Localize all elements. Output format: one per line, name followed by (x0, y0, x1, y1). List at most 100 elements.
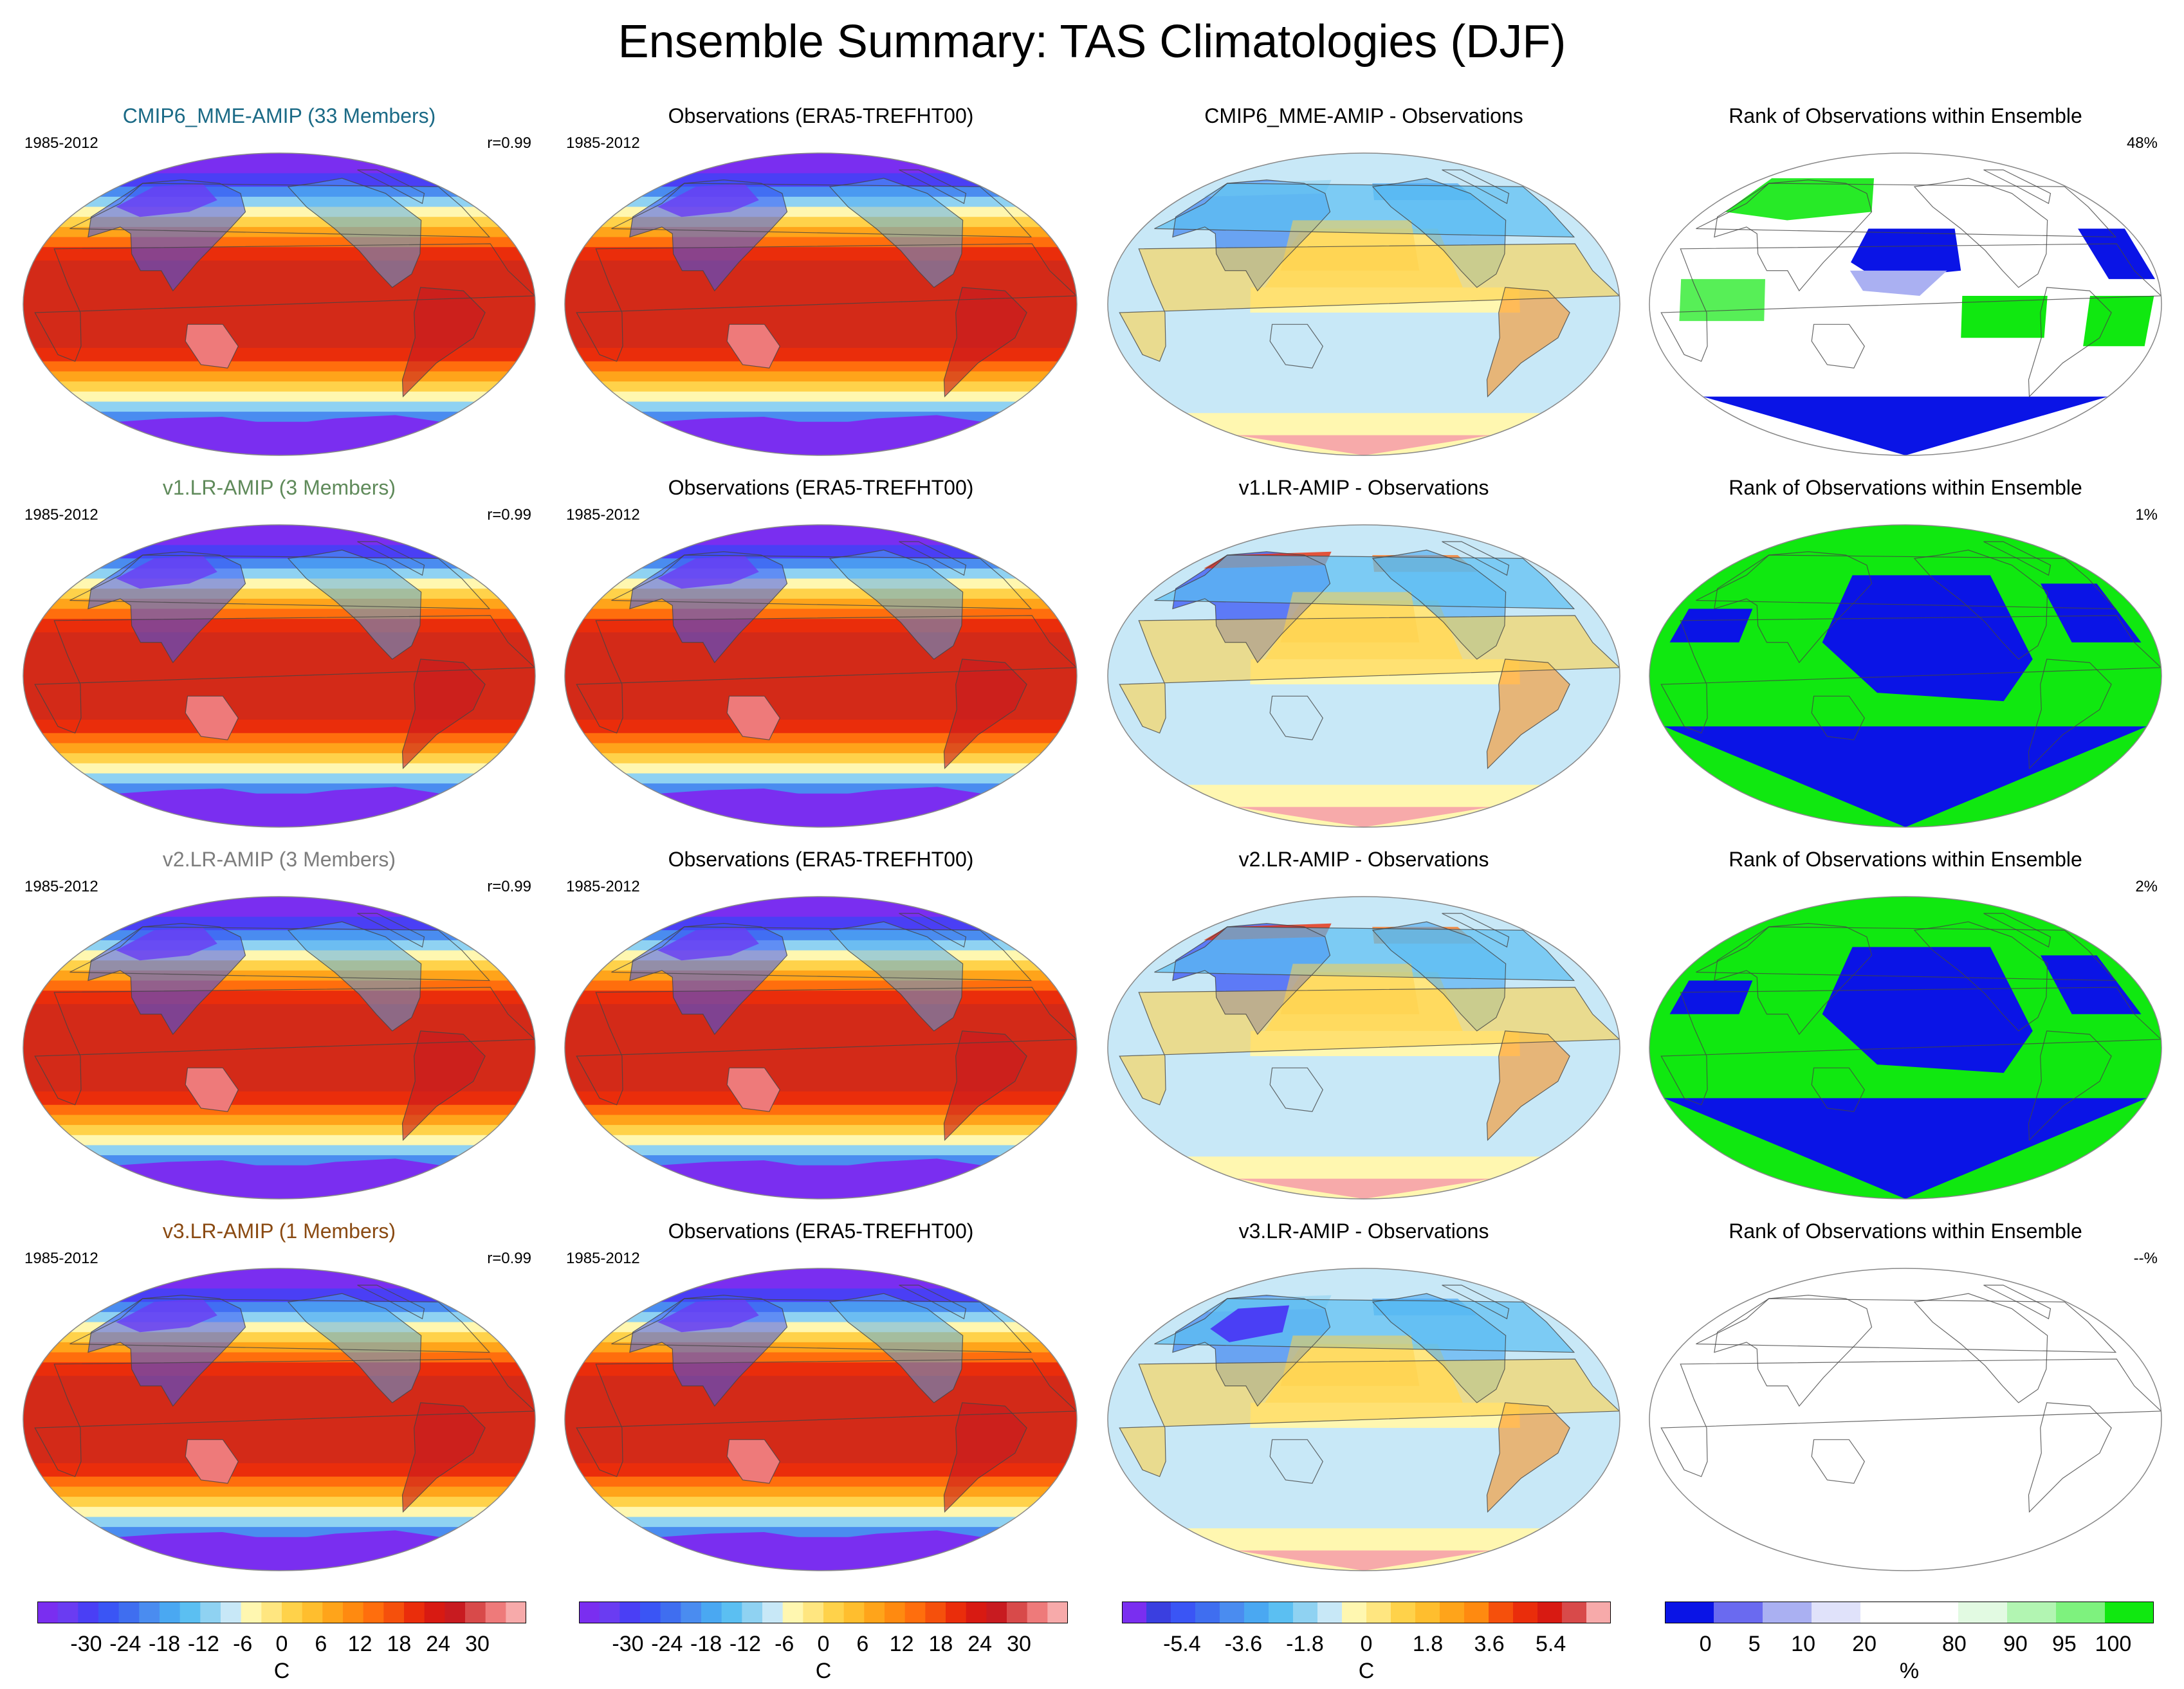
colorbar-tick-label: 18 (928, 1632, 953, 1656)
colorbar-swatch (282, 1602, 303, 1623)
period-label: 1985-2012 (566, 134, 640, 152)
model-map (22, 1267, 537, 1572)
panel-rank-row1: Rank of Observations within Ensemble 48% (1642, 103, 2169, 463)
colorbar-tick-label: -18 (690, 1632, 722, 1656)
colorbar-swatch (1562, 1602, 1587, 1623)
colorbar-swatch (118, 1602, 140, 1623)
world-map-svg (23, 1268, 536, 1571)
colorbar-swatch (98, 1602, 120, 1623)
colorbar-swatch (322, 1602, 344, 1623)
colorbar-swatch (782, 1602, 803, 1623)
panel-model-row4: v3.LR-AMIP (1 Members) 1985-2012 r=0.99 (15, 1218, 543, 1578)
rank-map (1648, 895, 2163, 1200)
model-map (22, 524, 537, 828)
correlation-label: r=0.99 (487, 134, 531, 152)
world-map-svg (23, 896, 536, 1200)
colorbar-strip (37, 1602, 526, 1623)
panel-title: Rank of Observations within Ensemble (1729, 476, 2082, 499)
colorbar-2: -30 -24 -18 -12 -6 0 6 12 18 24 30 C (579, 1602, 1068, 1685)
world-map-svg (1649, 1268, 2162, 1571)
colorbar-swatch (200, 1602, 221, 1623)
colorbar-tick-label: -24 (109, 1632, 142, 1656)
obs-map (564, 895, 1078, 1200)
panel-title: v3.LR-AMIP (1 Members) (162, 1219, 396, 1243)
colorbar-tick-label: 24 (968, 1632, 993, 1656)
colorbar-swatch (925, 1602, 946, 1623)
colorbar-swatch (485, 1602, 506, 1623)
world-map-svg (564, 1268, 1078, 1571)
world-map-svg (1107, 1268, 1620, 1571)
colorbar-swatch (1513, 1602, 1538, 1623)
obs-map (564, 152, 1078, 457)
rank-percent-label: 48% (2126, 134, 2158, 152)
colorbar-swatch (681, 1602, 702, 1623)
colorbar-swatch (721, 1602, 742, 1623)
diff-map (1106, 524, 1621, 828)
colorbar-tick-label: 30 (465, 1632, 490, 1656)
world-map-svg (1107, 524, 1620, 828)
colorbar-swatch (1220, 1602, 1245, 1623)
colorbar-swatch (1714, 1602, 1763, 1623)
colorbar-tick-label: -24 (651, 1632, 683, 1656)
rank-percent-label: --% (2133, 1250, 2158, 1267)
colorbar-tick-label: 0 (1360, 1632, 1373, 1656)
world-map-svg (1649, 524, 2162, 828)
colorbar-strip (1665, 1602, 2154, 1623)
colorbar-tick-label: 5 (1748, 1632, 1761, 1656)
panel-title: Observations (ERA5-TREFHT00) (668, 1219, 974, 1243)
obs-map (564, 524, 1078, 828)
colorbar-tick-label: 1.8 (1412, 1632, 1444, 1656)
panel-rank-row4: Rank of Observations within Ensemble --% (1642, 1218, 2169, 1578)
panel-obs-row3: Observations (ERA5-TREFHT00) 1985-2012 (557, 846, 1085, 1207)
colorbar-swatch (640, 1602, 661, 1623)
colorbar-swatch (37, 1602, 59, 1623)
colorbar-tick-label: 3.6 (1474, 1632, 1505, 1656)
diff-map (1106, 152, 1621, 457)
colorbar-tick-label: 24 (426, 1632, 451, 1656)
colorbar-swatch (1027, 1602, 1048, 1623)
colorbar-swatch (57, 1602, 78, 1623)
period-label: 1985-2012 (566, 878, 640, 895)
colorbar-ticks: -5.4 -3.6 -1.8 0 1.8 3.6 5.4 (1122, 1631, 1611, 1657)
colorbar-swatch (1122, 1602, 1147, 1623)
world-map-svg (564, 524, 1078, 828)
colorbar-tick-label: 0 (275, 1632, 288, 1656)
colorbar-swatch (966, 1602, 987, 1623)
colorbar-swatch (1146, 1602, 1171, 1623)
colorbar-tick-label: 12 (347, 1632, 372, 1656)
colorbar-tick-label: -6 (233, 1632, 253, 1656)
colorbar-strip (1122, 1602, 1611, 1623)
colorbar-swatch (823, 1602, 845, 1623)
colorbar-swatch (1464, 1602, 1489, 1623)
colorbar-swatch (1860, 1602, 1910, 1623)
correlation-label: r=0.99 (487, 506, 531, 524)
period-label: 1985-2012 (24, 1250, 98, 1267)
period-label: 1985-2012 (566, 1250, 640, 1267)
colorbar-swatch (1958, 1602, 2008, 1623)
panel-title: Observations (ERA5-TREFHT00) (668, 104, 974, 127)
colorbar-swatch (404, 1602, 425, 1623)
colorbar-tick-label: -5.4 (1163, 1632, 1201, 1656)
colorbar-tick-label: 100 (2095, 1632, 2132, 1656)
colorbar-ticks: -30 -24 -18 -12 -6 0 6 12 18 24 30 (579, 1631, 1068, 1657)
panel-title: v2.LR-AMIP - Observations (1238, 848, 1489, 871)
colorbar-tick-label: 12 (889, 1632, 914, 1656)
panel-model-row3: v2.LR-AMIP (3 Members) 1985-2012 r=0.99 (15, 846, 543, 1207)
panel-rank-row2: Rank of Observations within Ensemble 1% (1642, 475, 2169, 835)
colorbar-swatch (139, 1602, 160, 1623)
colorbar-swatch (302, 1602, 323, 1623)
panel-rank-row3: Rank of Observations within Ensemble 2% (1642, 846, 2169, 1207)
colorbar-swatch (1586, 1602, 1611, 1623)
colorbar-swatch (599, 1602, 620, 1623)
colorbar-swatch (864, 1602, 885, 1623)
colorbar-swatch (986, 1602, 1007, 1623)
colorbar-swatch (363, 1602, 384, 1623)
colorbar-swatch (2105, 1602, 2154, 1623)
colorbar-strip (579, 1602, 1068, 1623)
diff-map (1106, 1267, 1621, 1572)
colorbar-swatch (1665, 1602, 1714, 1623)
colorbar-swatch (1047, 1602, 1068, 1623)
correlation-label: r=0.99 (487, 878, 531, 895)
panel-title: Rank of Observations within Ensemble (1729, 848, 2082, 871)
colorbar-swatch (843, 1602, 865, 1623)
